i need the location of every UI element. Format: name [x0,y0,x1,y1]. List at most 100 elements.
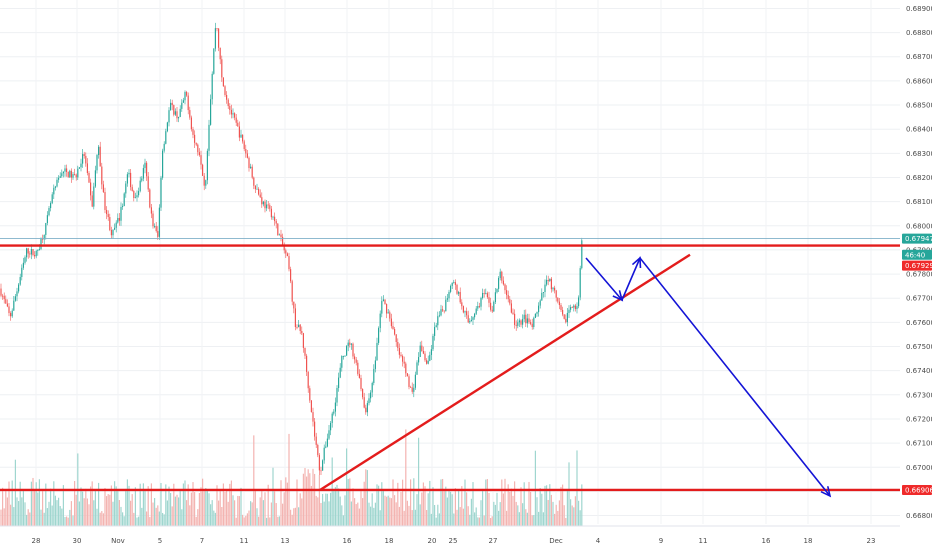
volume-bar [232,495,234,526]
trend-line [319,253,691,491]
volume-bar [496,492,498,526]
price-tag-box [902,249,932,260]
volume-bar [43,512,45,526]
candle-body [51,194,53,204]
volume-bar [453,513,455,526]
price-tag-label: 0.67947 [905,235,932,243]
candle-body [114,227,116,230]
candle-body [142,168,144,179]
candle-body [331,413,333,423]
price-tag-label: 46:40 [905,251,925,259]
candle-body [542,292,544,293]
volume-bar [131,494,133,526]
candle-body [526,318,528,324]
candle-body [294,308,296,327]
volume-bar [341,505,343,526]
candle-body [238,126,240,138]
volume-bar [330,492,332,526]
volume-bar [290,509,292,526]
volume-bar [242,514,244,526]
volume-bar [270,502,272,526]
volume-bar [365,469,367,526]
candle-body [211,73,213,100]
candle-body [414,374,416,388]
candle-body [2,295,4,297]
volume-bar [424,486,426,526]
volume-bar [219,489,221,526]
candle-body [168,110,170,123]
candle-body [229,106,231,110]
volume-bar [488,492,490,526]
candle-body [32,249,34,256]
volume-bar [83,498,85,526]
volume-bar [56,500,58,526]
volume-bar [74,480,76,526]
candle-body [166,122,168,132]
volume-bar [514,481,516,526]
volume-bar [94,490,96,526]
volume-bar [536,497,538,526]
volume-bar [349,478,351,526]
time-axis[interactable]: 28 30 Nov 5 7 11 13 16 18 20 25 27 Dec 4 9 11 16 18 23 [0,525,900,545]
candle-body [341,356,343,368]
volume-bar [48,501,50,526]
candle-body [50,203,52,209]
volume-bar [419,504,421,526]
volume-bar [38,479,40,526]
volume-bar [29,512,31,526]
candle-body [323,447,325,461]
volume-bar [429,480,431,526]
volume-bar [512,495,514,526]
volume-bar [78,501,80,526]
candle-body [10,313,12,317]
candle-body [442,309,444,311]
candle-body [182,100,184,103]
volume-bar [472,482,474,526]
volume-bar [30,481,32,526]
candle-body [213,48,215,74]
candle-body [366,403,368,413]
volume-bar [117,489,119,526]
chart-grid [0,0,900,524]
price-axis[interactable]: 0.668000.669000.670000.671000.672000.673… [900,0,932,550]
candle-body [58,177,60,180]
volume-bar [58,497,60,526]
volume-bar [147,486,149,526]
volume-bar [125,488,127,526]
candle-body [378,328,380,343]
volume-bar [379,510,381,526]
candle-body [365,407,367,413]
volume-bar [538,511,540,526]
candle-body [462,306,464,313]
volume-bar [446,497,448,526]
volume-bar [454,488,456,526]
candle-body [349,342,351,345]
candle-body [408,376,410,387]
candle-body [320,470,322,472]
volume-bar [21,497,23,526]
volume-bar [198,493,200,526]
candle-body [394,329,396,335]
volume-bar [8,481,10,526]
volume-bar [539,488,541,526]
volume-bar [283,492,285,526]
candle-body [242,134,244,142]
volume-bar [581,484,583,526]
volume-bar [6,497,8,526]
candle-body [240,134,242,138]
volume-bar [26,514,28,526]
volume-bar [32,477,34,526]
volume-bar [90,486,92,526]
candle-body [246,153,248,158]
price-tag-box [902,233,932,244]
volume-bar [126,479,128,526]
candle-body [26,248,28,258]
candle-body [82,154,84,164]
volume-bar [243,517,245,526]
volume-bar [376,484,378,526]
